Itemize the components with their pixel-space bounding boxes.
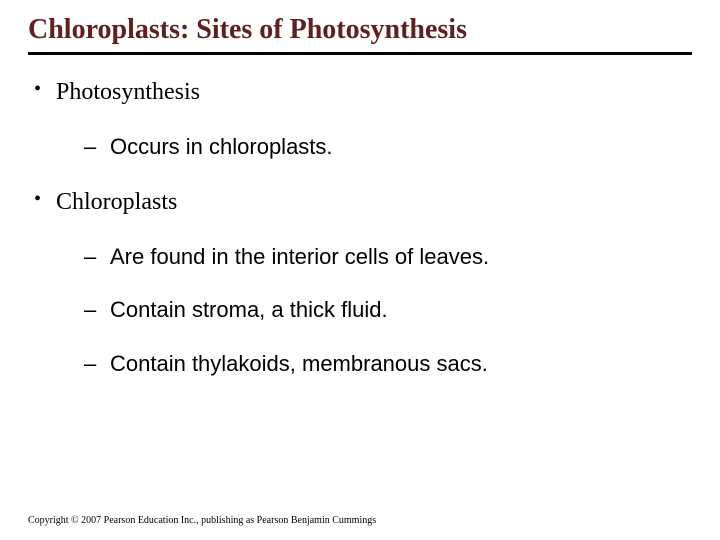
bullet-label: Chloroplasts [56, 189, 177, 215]
sub-bullet-label: Are found in the interior cells of leave… [110, 244, 489, 269]
bullet-label: Photosynthesis [56, 79, 200, 105]
sub-bullet-item: Contain stroma, a thick fluid. [84, 296, 692, 324]
sub-bullet-item: Occurs in chloroplasts. [84, 133, 692, 161]
bullet-item: Photosynthesis Occurs in chloroplasts. [32, 77, 692, 161]
sub-bullet-item: Contain thylakoids, membranous sacs. [84, 350, 692, 378]
slide-title: Chloroplasts: Sites of Photosynthesis [28, 14, 692, 55]
bullet-item: Chloroplasts Are found in the interior c… [32, 187, 692, 378]
sub-bullet-label: Occurs in chloroplasts. [110, 134, 333, 159]
bullet-list-level1: Photosynthesis Occurs in chloroplasts. C… [28, 77, 692, 377]
sub-bullet-label: Contain thylakoids, membranous sacs. [110, 351, 488, 376]
sub-bullet-label: Contain stroma, a thick fluid. [110, 297, 388, 322]
slide-body: Photosynthesis Occurs in chloroplasts. C… [28, 77, 692, 377]
slide: Chloroplasts: Sites of Photosynthesis Ph… [0, 0, 720, 540]
sub-bullet-item: Are found in the interior cells of leave… [84, 243, 692, 271]
copyright-text: Copyright © 2007 Pearson Education Inc.,… [28, 515, 376, 526]
bullet-list-level2: Occurs in chloroplasts. [56, 133, 692, 161]
bullet-list-level2: Are found in the interior cells of leave… [56, 243, 692, 378]
